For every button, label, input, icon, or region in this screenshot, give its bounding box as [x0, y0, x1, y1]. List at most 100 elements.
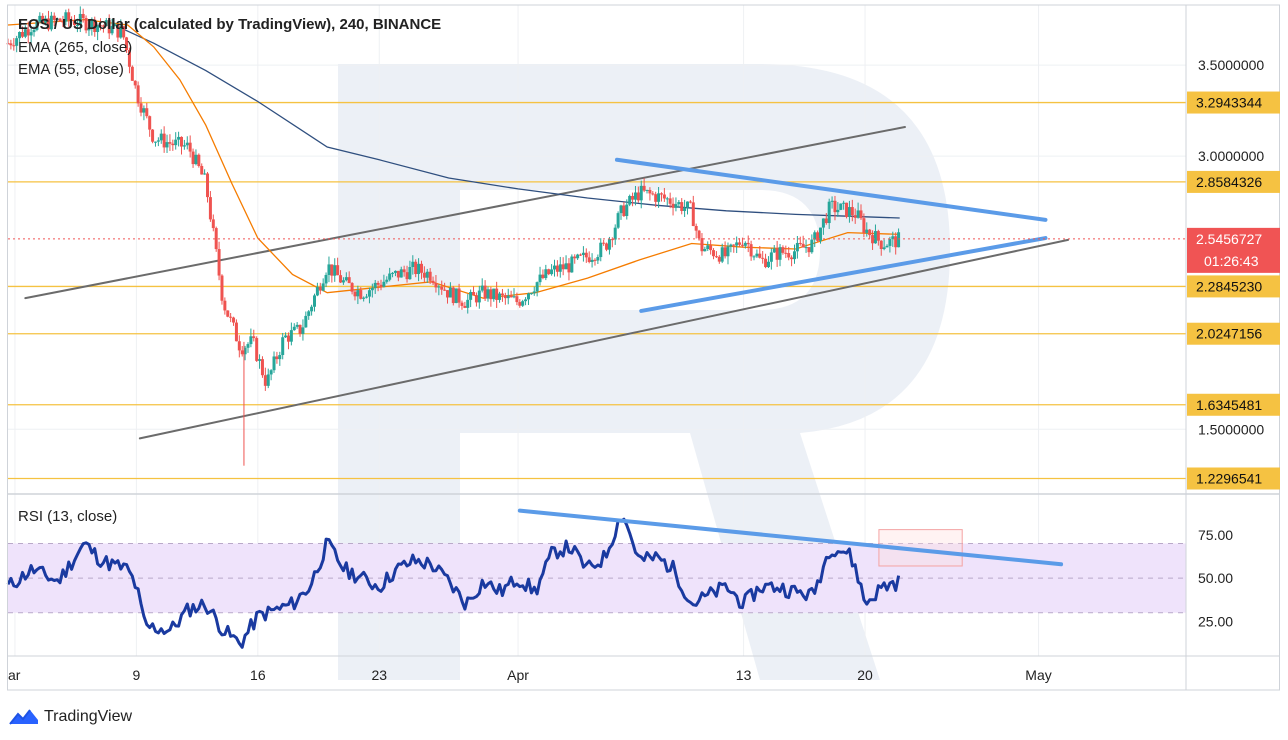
candle-body — [798, 242, 802, 244]
candle-body — [431, 280, 435, 284]
candle-body — [625, 204, 629, 217]
candle-body — [579, 254, 583, 256]
candle-body — [344, 277, 348, 281]
candle-body — [587, 257, 591, 263]
candle-body — [613, 227, 617, 240]
rsi-axis[interactable]: 75.00 50.00 25.00 — [1198, 527, 1233, 630]
time-tick-label: 16 — [250, 667, 266, 683]
candle-body — [807, 247, 811, 253]
candle-body — [483, 285, 487, 299]
candle-body — [671, 203, 675, 208]
candle-body — [677, 202, 681, 205]
candle-body — [561, 264, 565, 270]
candle-body — [191, 151, 195, 165]
candle-body — [393, 270, 397, 273]
ema-265-legend[interactable]: EMA (265, close) — [18, 39, 133, 56]
candle-body — [703, 248, 707, 252]
candle-body — [830, 200, 834, 202]
candle-body — [171, 143, 175, 146]
tradingview-brand[interactable]: TradingView — [8, 706, 132, 728]
candle-body — [67, 12, 71, 20]
candle-body — [732, 244, 736, 246]
candle-body — [665, 198, 669, 200]
candle-body — [73, 21, 77, 26]
candle-body — [385, 279, 389, 282]
candle-body — [532, 291, 536, 294]
candle-body — [845, 202, 849, 218]
candle-body — [272, 356, 276, 371]
candle-body — [197, 154, 201, 166]
candle-body — [223, 300, 227, 311]
candle-body — [93, 19, 97, 33]
candle-body — [824, 218, 828, 224]
candle-body — [399, 269, 403, 278]
candle-body — [448, 287, 452, 298]
candle-body — [515, 296, 519, 303]
candle-body — [321, 283, 325, 291]
trend-line-blue — [639, 236, 1048, 313]
level-label: 2.8584326 — [1196, 174, 1262, 190]
candle-body — [44, 18, 48, 23]
level-label-box — [1187, 91, 1280, 114]
candle-body — [333, 265, 337, 276]
candle-body — [136, 85, 140, 104]
candle-body — [353, 291, 357, 297]
candle-body — [700, 238, 704, 252]
level-label-box — [1187, 275, 1280, 298]
price-axis[interactable]: 3.5000000 3.0000000 1.5000000 3.2943344 2.85… — [1187, 57, 1280, 490]
candle-body — [356, 290, 360, 297]
rsi-band — [8, 529, 1186, 614]
candle-body — [443, 289, 447, 291]
candle-body — [301, 327, 305, 334]
candle-body — [738, 242, 742, 245]
candle-body — [509, 295, 513, 298]
candle-body — [775, 248, 779, 260]
candle-body — [518, 302, 522, 306]
candle-body — [70, 19, 74, 22]
candle-body — [177, 136, 181, 140]
rsi-legend[interactable]: RSI (13, close) — [18, 508, 118, 525]
candle-body — [292, 326, 296, 331]
candle-body — [894, 236, 898, 248]
time-tick-label: 9 — [132, 667, 140, 683]
candle-body — [96, 25, 100, 33]
candle-body — [295, 324, 299, 327]
candle-body — [876, 231, 880, 241]
candle-body — [576, 254, 580, 259]
candle-body — [20, 31, 24, 37]
chart-frame — [7, 4, 1280, 691]
candle-body — [61, 21, 65, 23]
current-price-label: 2.5456727 — [1196, 231, 1262, 247]
candle-body — [275, 356, 279, 360]
time-axis[interactable]: ar 9 16 23 Apr 13 20 May — [8, 667, 1052, 683]
candle-body — [58, 18, 62, 22]
candle-body — [524, 299, 528, 302]
candle-body — [414, 261, 418, 275]
candle-body — [827, 201, 831, 224]
candle-body — [84, 18, 88, 31]
candle-body — [370, 287, 374, 291]
candle-body — [607, 239, 611, 250]
candle-body — [151, 129, 155, 142]
candle-body — [573, 256, 577, 259]
candle-body — [717, 256, 721, 262]
candle-body — [463, 305, 467, 308]
rsi-tick-label: 75.00 — [1198, 527, 1233, 543]
candle-body — [217, 249, 221, 276]
candle-body — [208, 197, 212, 220]
candle-body — [362, 297, 366, 299]
candle-body — [234, 322, 238, 342]
candle-body — [821, 218, 825, 228]
candle-body — [512, 296, 516, 298]
candle-body — [298, 324, 302, 334]
ema-55-legend[interactable]: EMA (55, close) — [18, 61, 124, 78]
candle-body — [729, 244, 733, 247]
candle-body — [781, 247, 785, 253]
candle-body — [347, 277, 351, 284]
candle-body — [78, 13, 82, 25]
rsi-trend-line — [517, 508, 1064, 567]
candle-body — [526, 293, 530, 300]
candle-body — [761, 257, 765, 259]
candle-body — [836, 209, 840, 213]
